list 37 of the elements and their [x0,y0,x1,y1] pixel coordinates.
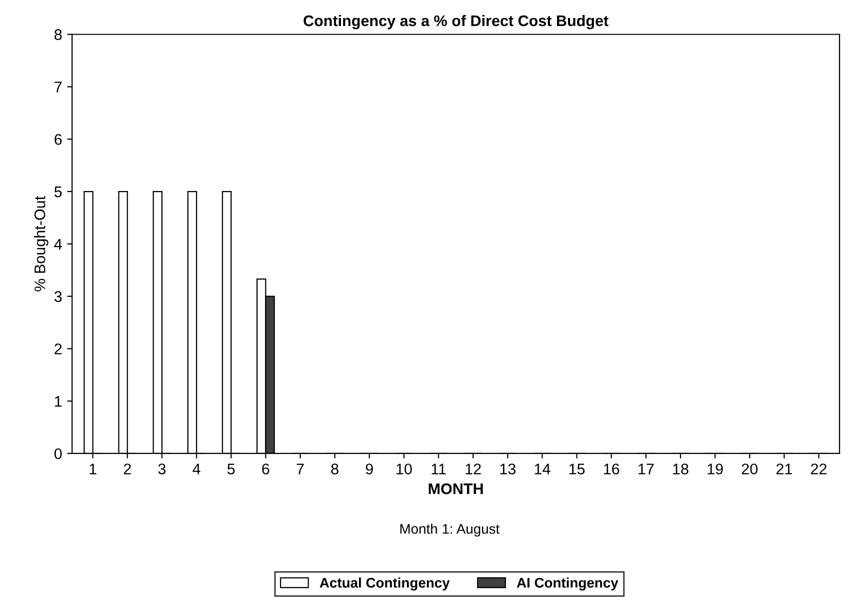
x-tick-label: 10 [396,464,412,474]
x-tick-label: 12 [466,464,481,474]
chart-title: Contingency as a % of Direct Cost Budget [304,14,608,30]
legend-label: AI Contingency [516,577,618,590]
y-axis-title: % Bought-Out [34,196,48,292]
x-tick-label: 13 [500,464,516,474]
x-tick-label: 11 [432,464,446,474]
y-tick-label: 7 [54,82,62,92]
x-tick-label: 7 [296,464,304,474]
x-tick-label: 18 [673,464,688,474]
x-tick-label: 14 [534,464,550,474]
y-tick-label: 0 [54,448,62,460]
x-tick-label: 9 [366,464,373,474]
y-tick-label: 5 [54,186,62,198]
y-tick-label: 4 [54,238,62,250]
x-tick-label: 6 [262,464,270,474]
text: Month 1: August [400,524,500,537]
x-tick-label: 15 [569,464,585,474]
x-axis-title: MONTH [428,483,483,494]
x-tick-label: 5 [227,464,235,474]
x-tick-label: 22 [811,464,827,474]
x-tick-label: 19 [708,464,723,474]
x-tick-label: 21 [776,464,792,474]
legend-label: Actual Contingency [320,577,450,590]
x-tick-label: 16 [604,464,620,474]
x-tick-label: 2 [124,464,131,474]
y-tick-label: 2 [54,344,62,354]
y-tick-label: 1 [55,396,62,407]
y-tick-label: 8 [54,29,62,40]
x-tick-label: 17 [638,464,654,474]
y-tick-label: 3 [54,291,62,302]
x-tick-label: 4 [192,464,200,474]
y-tick-label: 6 [54,134,62,145]
x-tick-label: 1 [90,464,96,474]
x-tick-label: 20 [742,464,758,474]
x-tick-label: 8 [331,464,338,474]
x-tick-label: 3 [158,464,166,474]
